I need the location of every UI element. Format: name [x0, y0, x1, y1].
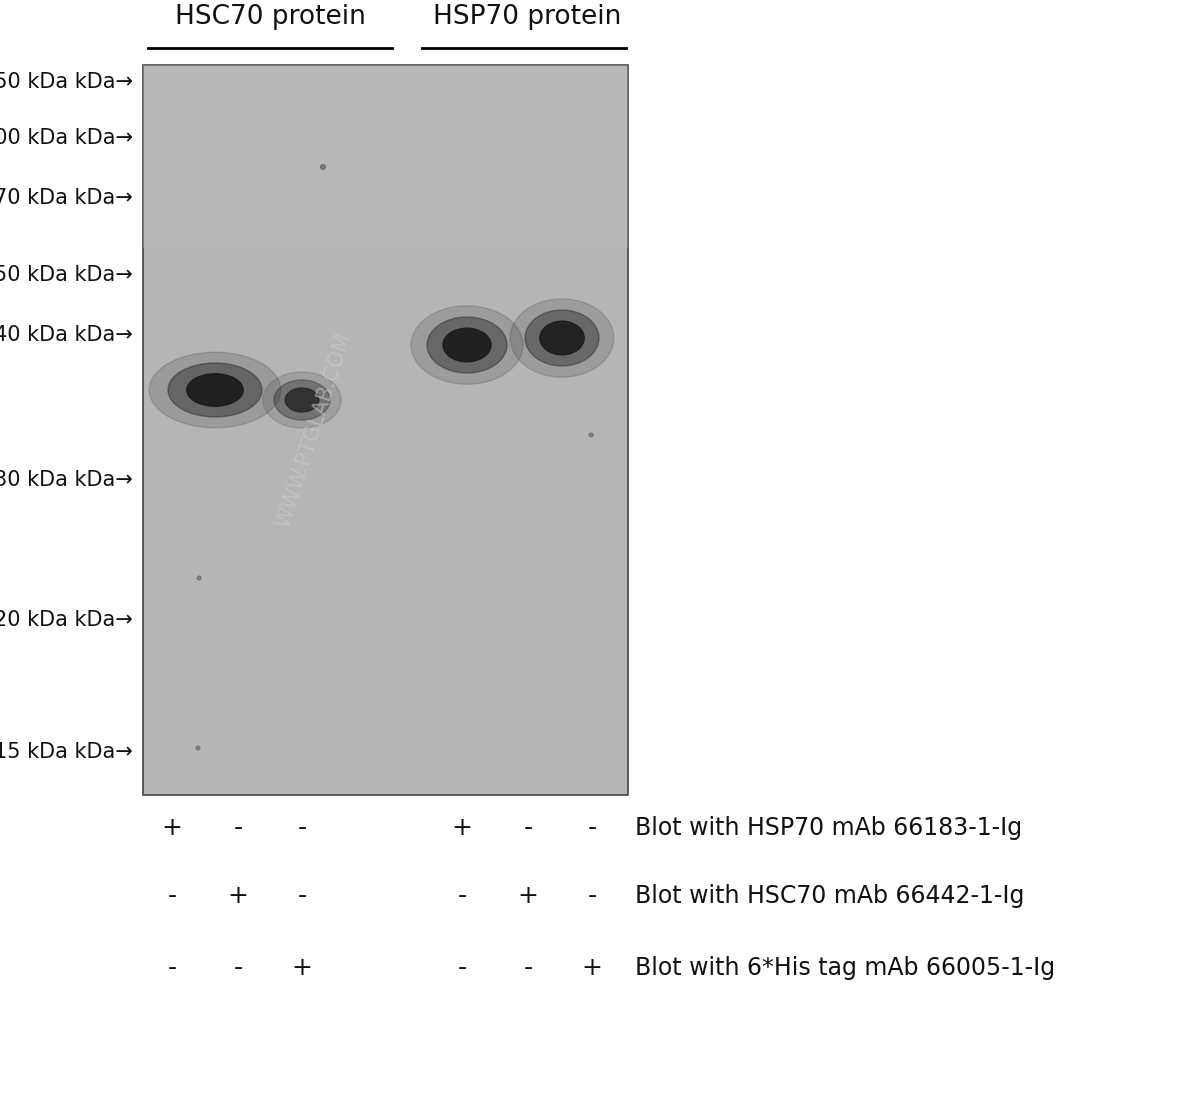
Text: -: - — [168, 884, 176, 908]
Text: -: - — [523, 816, 532, 840]
Circle shape — [197, 746, 200, 750]
Text: -: - — [587, 816, 597, 840]
FancyBboxPatch shape — [143, 65, 628, 248]
Circle shape — [590, 433, 593, 437]
Text: 150 kDa kDa→: 150 kDa kDa→ — [0, 72, 133, 93]
Text: +: + — [227, 884, 249, 908]
Text: 40 kDa kDa→: 40 kDa kDa→ — [0, 324, 133, 345]
Text: 20 kDa kDa→: 20 kDa kDa→ — [0, 610, 133, 630]
Text: HSC70 protein: HSC70 protein — [175, 4, 366, 30]
Text: +: + — [292, 956, 312, 980]
Text: +: + — [162, 816, 182, 840]
Ellipse shape — [187, 374, 243, 406]
Circle shape — [320, 165, 325, 169]
Text: HSP70 protein: HSP70 protein — [432, 4, 622, 30]
FancyBboxPatch shape — [143, 65, 628, 795]
Ellipse shape — [443, 328, 491, 361]
Text: 100 kDa kDa→: 100 kDa kDa→ — [0, 128, 133, 148]
Text: +: + — [518, 884, 538, 908]
Text: Blot with HSC70 mAb 66442-1-Ig: Blot with HSC70 mAb 66442-1-Ig — [635, 884, 1024, 908]
Text: -: - — [523, 956, 532, 980]
Text: -: - — [457, 956, 467, 980]
Ellipse shape — [274, 380, 330, 420]
Text: -: - — [298, 884, 306, 908]
Circle shape — [197, 576, 201, 580]
Ellipse shape — [285, 388, 319, 413]
Text: 50 kDa kDa→: 50 kDa kDa→ — [0, 265, 133, 285]
Ellipse shape — [428, 317, 507, 374]
Text: +: + — [581, 956, 603, 980]
Ellipse shape — [168, 363, 262, 417]
Ellipse shape — [540, 321, 585, 355]
Text: Blot with 6*His tag mAb 66005-1-Ig: Blot with 6*His tag mAb 66005-1-Ig — [635, 956, 1055, 980]
Text: WWW.PTGLAB.COM: WWW.PTGLAB.COM — [273, 330, 355, 530]
Ellipse shape — [149, 352, 281, 428]
Ellipse shape — [510, 299, 613, 377]
Text: -: - — [457, 884, 467, 908]
Text: Blot with HSP70 mAb 66183-1-Ig: Blot with HSP70 mAb 66183-1-Ig — [635, 816, 1022, 840]
Ellipse shape — [525, 310, 599, 366]
Text: -: - — [587, 884, 597, 908]
Text: 15 kDa kDa→: 15 kDa kDa→ — [0, 741, 133, 762]
Ellipse shape — [263, 372, 341, 428]
Text: -: - — [233, 816, 243, 840]
Text: 30 kDa kDa→: 30 kDa kDa→ — [0, 471, 133, 489]
Text: -: - — [298, 816, 306, 840]
Text: -: - — [168, 956, 176, 980]
Text: 70 kDa kDa→: 70 kDa kDa→ — [0, 188, 133, 209]
Ellipse shape — [411, 306, 523, 385]
Text: -: - — [233, 956, 243, 980]
Text: +: + — [451, 816, 473, 840]
